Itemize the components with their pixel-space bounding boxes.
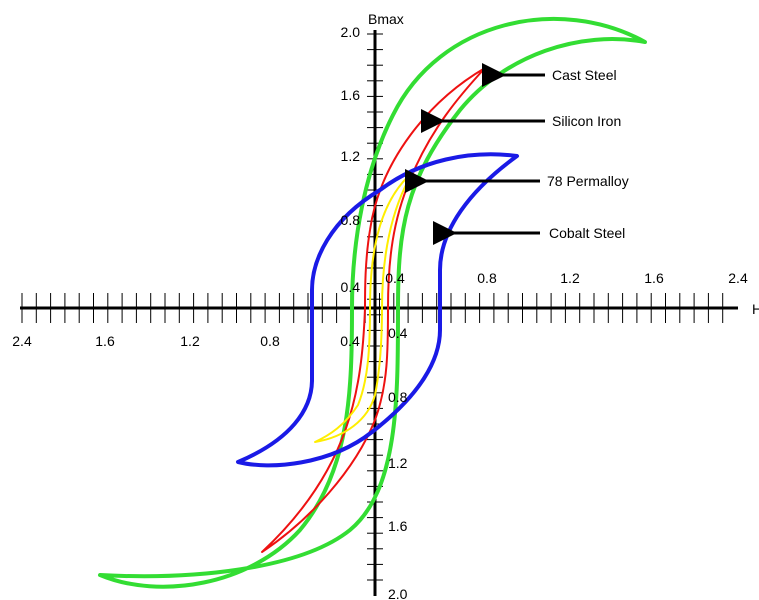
y-tick-label: 0.4 — [341, 279, 361, 295]
y-tick-label: 1.6 — [341, 87, 361, 103]
callout-permalloy: 78 Permalloy — [405, 169, 629, 193]
cast-steel-loop — [98, 16, 647, 589]
callout-cast-steel: Cast Steel — [482, 63, 617, 87]
x-tick-label: 2.4 — [728, 270, 748, 286]
axes — [20, 30, 738, 596]
cobalt-steel-loop — [236, 152, 519, 468]
y-tick-label: 2.0 — [341, 24, 361, 40]
cast-steel-label: Cast Steel — [552, 67, 617, 83]
callout-silicon-iron: Silicon Iron — [421, 109, 621, 133]
y-tick-label: 1.2 — [388, 455, 408, 471]
x-tick-label: 0.8 — [260, 333, 280, 349]
y-tick-label: 1.6 — [388, 518, 408, 534]
x-axis-labels: 2.4 1.6 1.2 0.8 0.4 0.4 0.8 1.2 1.6 2.4 — [12, 270, 748, 349]
x-tick-label: 0.8 — [477, 270, 497, 286]
x-tick-label: 1.6 — [644, 270, 664, 286]
x-axis-title: H — [752, 301, 759, 317]
y-tick-label: 0.8 — [341, 212, 361, 228]
y-axis-title: Bmax — [368, 11, 404, 27]
x-tick-label: 1.2 — [180, 333, 200, 349]
cobalt-steel-label: Cobalt Steel — [549, 225, 625, 241]
x-tick-label: 0.4 — [385, 270, 405, 286]
y-tick-label: 2.0 — [388, 586, 408, 600]
x-tick-label: 2.4 — [12, 333, 32, 349]
callout-cobalt-steel: Cobalt Steel — [433, 221, 625, 245]
y-axis-labels: 2.0 1.6 1.2 0.8 0.4 0.4 0.8 1.2 1.6 2.0 — [341, 24, 408, 600]
x-tick-label: 1.6 — [95, 333, 115, 349]
x-tick-label: 1.2 — [560, 270, 580, 286]
permalloy-loop — [314, 171, 414, 443]
x-tick-label: 0.4 — [340, 333, 360, 349]
hysteresis-loops — [98, 16, 647, 589]
y-tick-label: 0.4 — [388, 325, 408, 341]
x-axis-ticks — [21, 293, 724, 323]
permalloy-label: 78 Permalloy — [547, 173, 629, 189]
y-tick-label: 1.2 — [341, 148, 361, 164]
silicon-iron-label: Silicon Iron — [552, 113, 621, 129]
y-tick-label: 0.8 — [388, 389, 408, 405]
silicon-iron-loop — [261, 67, 486, 553]
